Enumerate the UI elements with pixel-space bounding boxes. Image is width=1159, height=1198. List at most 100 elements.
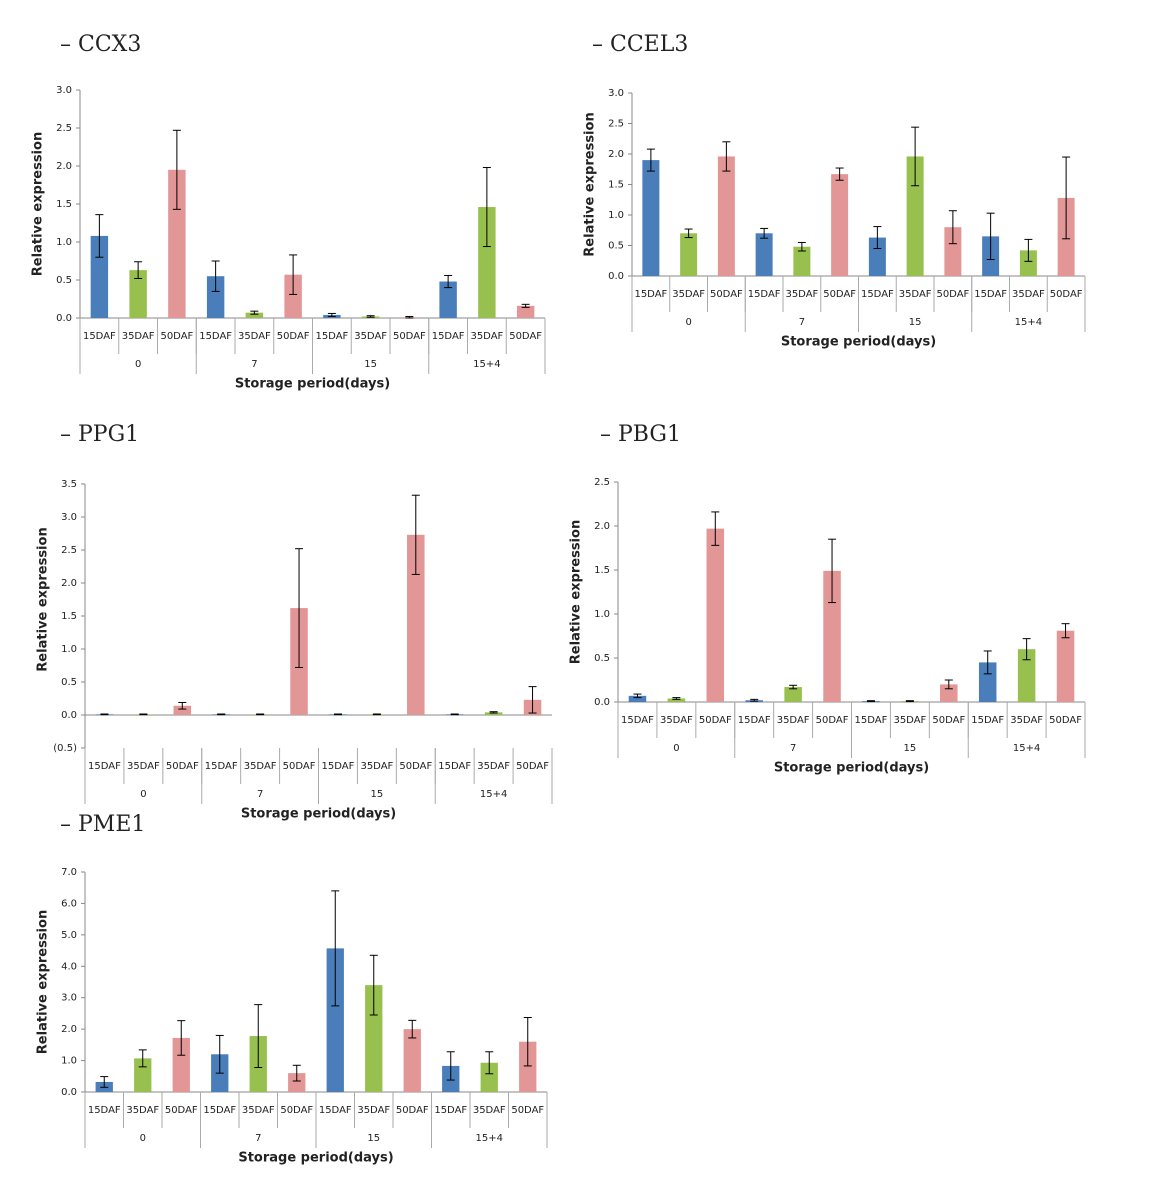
x-tick-label: 15DAF	[315, 331, 348, 342]
x-tick-label: 15DAF	[319, 1105, 352, 1116]
y-tick-label: 7.0	[61, 867, 77, 878]
y-tick-label: 0.5	[61, 677, 77, 688]
y-tick-label: 2.5	[56, 123, 72, 134]
x-tick-label: 15DAF	[322, 761, 355, 772]
bar	[1017, 649, 1036, 702]
group-label: 0	[673, 743, 679, 754]
x-tick-label: 35DAF	[470, 331, 503, 342]
chart-title: – CCX3	[60, 32, 141, 57]
x-axis-label: Storage period(days)	[238, 1151, 393, 1166]
y-tick-label: 0.0	[594, 697, 610, 708]
y-axis-label: Relative expression	[36, 527, 51, 671]
y-tick-label: 2.5	[61, 545, 77, 556]
x-tick-label: 50DAF	[165, 1105, 198, 1116]
x-tick-label: 15DAF	[855, 715, 888, 726]
group-label: 15	[364, 359, 377, 370]
x-tick-label: 15DAF	[199, 331, 232, 342]
x-tick-label: 50DAF	[166, 761, 199, 772]
x-tick-label: 50DAF	[509, 331, 542, 342]
x-tick-label: 35DAF	[893, 715, 926, 726]
y-tick-label: 2.0	[608, 149, 624, 160]
x-tick-label: 15DAF	[738, 715, 771, 726]
y-tick-label: 1.0	[56, 237, 72, 248]
x-tick-label: 50DAF	[511, 1105, 544, 1116]
x-axis-label: Storage period(days)	[781, 335, 936, 350]
bar	[284, 274, 302, 318]
x-tick-label: 35DAF	[777, 715, 810, 726]
bar	[206, 276, 225, 318]
group-label: 15+4	[476, 1133, 503, 1144]
group-label: 0	[135, 359, 141, 370]
x-tick-label: 35DAF	[785, 289, 818, 300]
x-tick-label: 50DAF	[823, 289, 856, 300]
x-tick-label: 15DAF	[748, 289, 781, 300]
y-tick-label: 1.0	[61, 1056, 77, 1067]
bar	[628, 695, 647, 702]
bar	[680, 233, 698, 276]
x-tick-label: 35DAF	[122, 331, 155, 342]
bar	[793, 246, 811, 276]
y-tick-label: 0.5	[56, 275, 72, 286]
y-tick-label: 1.0	[594, 609, 610, 620]
bar	[831, 174, 849, 276]
y-tick-label: 3.0	[61, 512, 77, 523]
x-tick-label: 35DAF	[127, 761, 160, 772]
y-tick-label: 0.0	[56, 313, 72, 324]
bar	[245, 312, 264, 318]
group-label: 15+4	[1013, 743, 1040, 754]
bar	[823, 570, 841, 702]
y-tick-label: 3.0	[56, 85, 72, 96]
x-tick-label: 35DAF	[238, 331, 271, 342]
x-tick-label: 50DAF	[393, 331, 426, 342]
group-label: 7	[257, 789, 263, 800]
y-tick-label: 1.5	[61, 611, 77, 622]
bar	[519, 1041, 537, 1092]
x-tick-label: 15DAF	[974, 289, 1007, 300]
x-tick-label: 50DAF	[932, 715, 965, 726]
x-tick-label: 50DAF	[283, 761, 316, 772]
x-tick-label: 50DAF	[277, 331, 310, 342]
x-tick-label: 50DAF	[160, 331, 193, 342]
y-tick-label: (0.5)	[53, 743, 77, 754]
y-tick-label: 1.0	[61, 644, 77, 655]
y-axis-label: Relative expression	[583, 112, 598, 256]
x-tick-label: 15DAF	[203, 1105, 236, 1116]
y-tick-label: 5.0	[61, 930, 77, 941]
bar	[439, 281, 457, 318]
bar	[642, 160, 660, 276]
group-label: 15	[371, 789, 384, 800]
group-label: 15	[904, 743, 917, 754]
y-tick-label: 0.0	[61, 710, 77, 721]
group-label: 0	[685, 317, 691, 328]
y-tick-label: 3.0	[61, 993, 77, 1004]
group-label: 7	[790, 743, 796, 754]
y-tick-label: 1.0	[608, 210, 624, 221]
y-tick-label: 6.0	[61, 898, 77, 909]
x-tick-label: 50DAF	[280, 1105, 313, 1116]
x-tick-label: 15DAF	[88, 761, 121, 772]
y-tick-label: 1.5	[608, 180, 624, 191]
group-label: 0	[140, 1133, 146, 1144]
group-label: 15+4	[473, 359, 500, 370]
y-tick-label: 0.0	[608, 271, 624, 282]
chart-title: – PBG1	[600, 422, 681, 447]
x-tick-label: 15DAF	[971, 715, 1004, 726]
x-tick-label: 50DAF	[1050, 289, 1083, 300]
y-tick-label: 1.5	[56, 199, 72, 210]
x-tick-label: 15DAF	[432, 331, 465, 342]
x-tick-label: 50DAF	[396, 1105, 429, 1116]
x-tick-label: 50DAF	[710, 289, 743, 300]
y-tick-label: 0.5	[608, 241, 624, 252]
x-tick-label: 15DAF	[434, 1105, 467, 1116]
bar	[667, 698, 686, 702]
y-tick-label: 2.0	[594, 521, 610, 532]
bar	[134, 1058, 152, 1092]
x-tick-label: 35DAF	[354, 331, 387, 342]
bar	[288, 1073, 306, 1092]
bar	[326, 948, 344, 1092]
bar	[906, 156, 924, 276]
chart-title: – PME1	[60, 812, 145, 837]
x-tick-label: 35DAF	[672, 289, 705, 300]
x-tick-label: 50DAF	[936, 289, 969, 300]
